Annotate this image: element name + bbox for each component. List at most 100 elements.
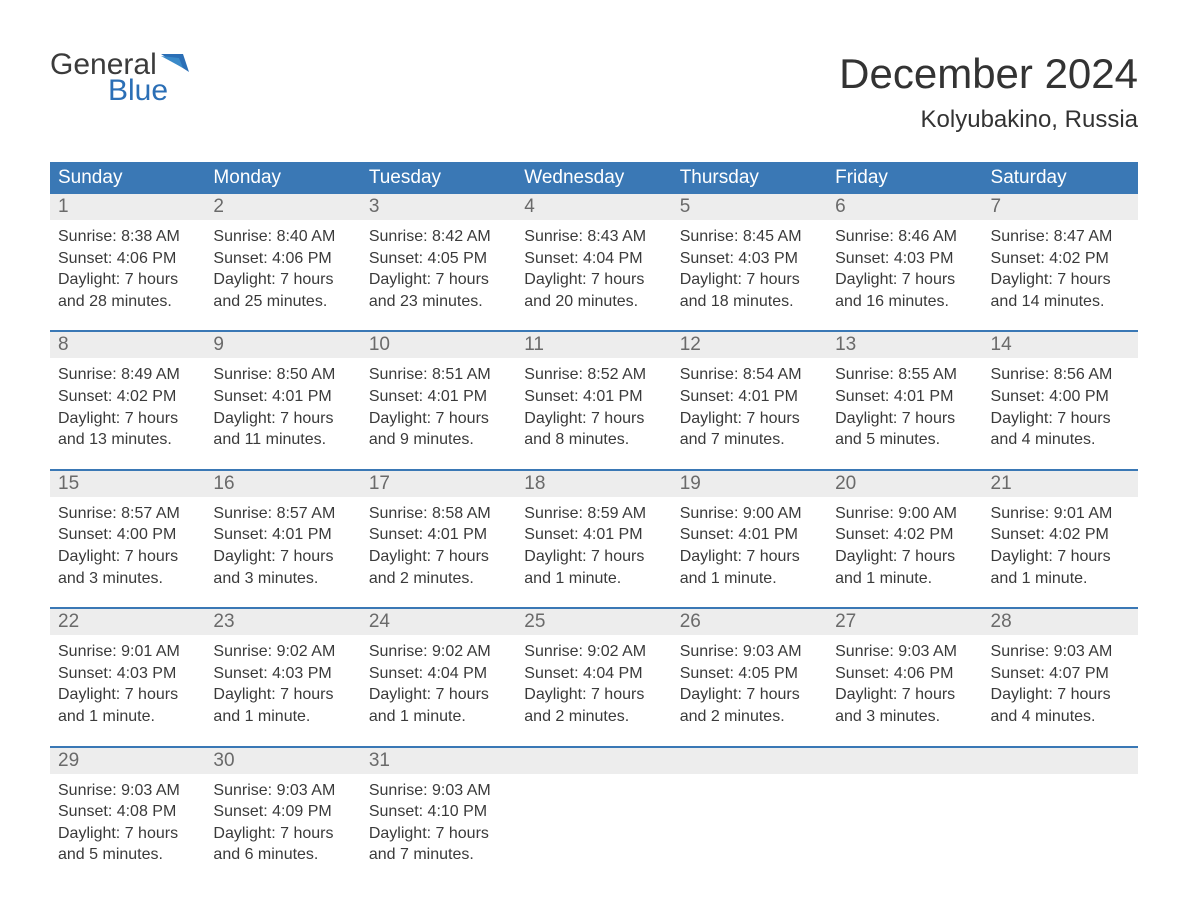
content-row: Sunrise: 8:57 AMSunset: 4:00 PMDaylight:… <box>50 497 1138 589</box>
daylight-line1: Daylight: 7 hours <box>213 408 352 430</box>
day-number <box>516 748 671 774</box>
sunrise: Sunrise: 8:59 AM <box>524 503 663 525</box>
day-number: 3 <box>361 194 516 220</box>
day-header: Tuesday <box>361 162 516 194</box>
day-number: 27 <box>827 609 982 635</box>
daylight-line2: and 18 minutes. <box>680 291 819 313</box>
day-cell: Sunrise: 8:55 AMSunset: 4:01 PMDaylight:… <box>827 358 982 450</box>
daylight-line1: Daylight: 7 hours <box>835 684 974 706</box>
daylight-line2: and 2 minutes. <box>524 706 663 728</box>
daylight-line1: Daylight: 7 hours <box>369 408 508 430</box>
day-number: 1 <box>50 194 205 220</box>
sunset: Sunset: 4:09 PM <box>213 801 352 823</box>
sunrise: Sunrise: 8:47 AM <box>991 226 1130 248</box>
day-cell: Sunrise: 9:02 AMSunset: 4:04 PMDaylight:… <box>361 635 516 727</box>
sunrise: Sunrise: 8:46 AM <box>835 226 974 248</box>
day-cell: Sunrise: 9:03 AMSunset: 4:08 PMDaylight:… <box>50 774 205 866</box>
day-number: 14 <box>983 332 1138 358</box>
daylight-line2: and 4 minutes. <box>991 706 1130 728</box>
day-number <box>983 748 1138 774</box>
daylight-line2: and 1 minute. <box>680 568 819 590</box>
day-number: 23 <box>205 609 360 635</box>
day-cell: Sunrise: 9:03 AMSunset: 4:10 PMDaylight:… <box>361 774 516 866</box>
day-number: 31 <box>361 748 516 774</box>
daynum-row: 15161718192021 <box>50 471 1138 497</box>
daylight-line2: and 5 minutes. <box>835 429 974 451</box>
day-cell: Sunrise: 9:03 AMSunset: 4:06 PMDaylight:… <box>827 635 982 727</box>
daynum-row: 891011121314 <box>50 332 1138 358</box>
sunset: Sunset: 4:02 PM <box>835 524 974 546</box>
day-number: 24 <box>361 609 516 635</box>
sunset: Sunset: 4:01 PM <box>524 386 663 408</box>
daylight-line2: and 3 minutes. <box>213 568 352 590</box>
day-number: 28 <box>983 609 1138 635</box>
daylight-line1: Daylight: 7 hours <box>369 823 508 845</box>
sunset: Sunset: 4:01 PM <box>213 386 352 408</box>
day-number: 8 <box>50 332 205 358</box>
day-number: 18 <box>516 471 671 497</box>
day-cell: Sunrise: 9:02 AMSunset: 4:04 PMDaylight:… <box>516 635 671 727</box>
daylight-line2: and 11 minutes. <box>213 429 352 451</box>
sunrise: Sunrise: 8:58 AM <box>369 503 508 525</box>
day-header: Monday <box>205 162 360 194</box>
day-number: 29 <box>50 748 205 774</box>
sunset: Sunset: 4:08 PM <box>58 801 197 823</box>
sunset: Sunset: 4:06 PM <box>835 663 974 685</box>
week-row: 891011121314Sunrise: 8:49 AMSunset: 4:02… <box>50 330 1138 450</box>
day-cell: Sunrise: 8:47 AMSunset: 4:02 PMDaylight:… <box>983 220 1138 312</box>
week-row: 15161718192021Sunrise: 8:57 AMSunset: 4:… <box>50 469 1138 589</box>
day-cell: Sunrise: 9:01 AMSunset: 4:03 PMDaylight:… <box>50 635 205 727</box>
daylight-line2: and 3 minutes. <box>835 706 974 728</box>
content-row: Sunrise: 9:03 AMSunset: 4:08 PMDaylight:… <box>50 774 1138 866</box>
sunset: Sunset: 4:02 PM <box>991 524 1130 546</box>
daylight-line2: and 28 minutes. <box>58 291 197 313</box>
week-row: 293031 Sunrise: 9:03 AMSunset: 4:08 PMDa… <box>50 746 1138 866</box>
day-cell: Sunrise: 8:45 AMSunset: 4:03 PMDaylight:… <box>672 220 827 312</box>
content-row: Sunrise: 9:01 AMSunset: 4:03 PMDaylight:… <box>50 635 1138 727</box>
day-cell: Sunrise: 8:51 AMSunset: 4:01 PMDaylight:… <box>361 358 516 450</box>
daylight-line2: and 2 minutes. <box>369 568 508 590</box>
day-number: 7 <box>983 194 1138 220</box>
daylight-line1: Daylight: 7 hours <box>58 408 197 430</box>
day-cell: Sunrise: 9:00 AMSunset: 4:01 PMDaylight:… <box>672 497 827 589</box>
day-number: 20 <box>827 471 982 497</box>
day-cell: Sunrise: 8:56 AMSunset: 4:00 PMDaylight:… <box>983 358 1138 450</box>
day-cell: Sunrise: 8:52 AMSunset: 4:01 PMDaylight:… <box>516 358 671 450</box>
day-header: Wednesday <box>516 162 671 194</box>
daylight-line2: and 23 minutes. <box>369 291 508 313</box>
daylight-line2: and 14 minutes. <box>991 291 1130 313</box>
daylight-line1: Daylight: 7 hours <box>991 408 1130 430</box>
sunset: Sunset: 4:02 PM <box>58 386 197 408</box>
daylight-line2: and 2 minutes. <box>680 706 819 728</box>
day-header: Thursday <box>672 162 827 194</box>
daylight-line1: Daylight: 7 hours <box>213 823 352 845</box>
day-header: Sunday <box>50 162 205 194</box>
daylight-line1: Daylight: 7 hours <box>213 684 352 706</box>
day-number: 4 <box>516 194 671 220</box>
week-row: 1234567Sunrise: 8:38 AMSunset: 4:06 PMDa… <box>50 194 1138 312</box>
sunrise: Sunrise: 9:03 AM <box>991 641 1130 663</box>
day-number: 19 <box>672 471 827 497</box>
day-cell: Sunrise: 9:03 AMSunset: 4:09 PMDaylight:… <box>205 774 360 866</box>
sunrise: Sunrise: 8:49 AM <box>58 364 197 386</box>
content-row: Sunrise: 8:38 AMSunset: 4:06 PMDaylight:… <box>50 220 1138 312</box>
daylight-line1: Daylight: 7 hours <box>58 823 197 845</box>
daylight-line2: and 1 minute. <box>58 706 197 728</box>
daylight-line1: Daylight: 7 hours <box>991 269 1130 291</box>
day-cell: Sunrise: 8:57 AMSunset: 4:00 PMDaylight:… <box>50 497 205 589</box>
daylight-line2: and 1 minute. <box>835 568 974 590</box>
daylight-line2: and 1 minute. <box>524 568 663 590</box>
day-number: 10 <box>361 332 516 358</box>
sunrise: Sunrise: 9:03 AM <box>835 641 974 663</box>
daylight-line1: Daylight: 7 hours <box>680 546 819 568</box>
day-cell: Sunrise: 8:43 AMSunset: 4:04 PMDaylight:… <box>516 220 671 312</box>
daylight-line1: Daylight: 7 hours <box>369 684 508 706</box>
day-number: 12 <box>672 332 827 358</box>
day-cell: Sunrise: 9:03 AMSunset: 4:07 PMDaylight:… <box>983 635 1138 727</box>
content-row: Sunrise: 8:49 AMSunset: 4:02 PMDaylight:… <box>50 358 1138 450</box>
daylight-line2: and 13 minutes. <box>58 429 197 451</box>
sunrise: Sunrise: 8:57 AM <box>213 503 352 525</box>
daylight-line2: and 9 minutes. <box>369 429 508 451</box>
sunrise: Sunrise: 8:40 AM <box>213 226 352 248</box>
daylight-line2: and 25 minutes. <box>213 291 352 313</box>
